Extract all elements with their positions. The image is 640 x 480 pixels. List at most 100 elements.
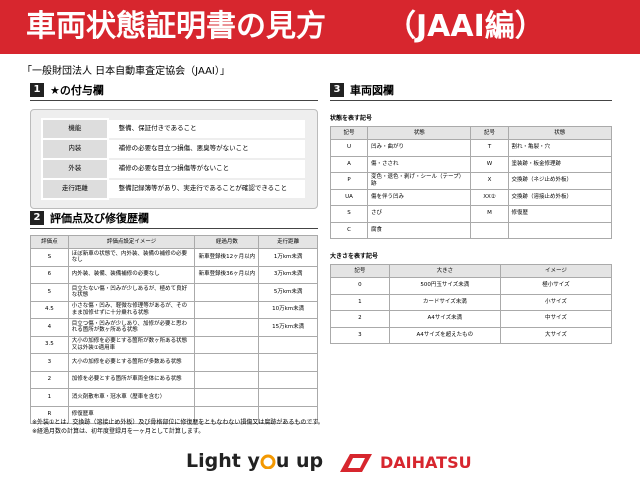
- cell: 500円玉サイズ未満: [388, 277, 501, 295]
- cell: 0: [330, 277, 390, 295]
- brand: DAIHATSU: [380, 453, 472, 472]
- cell: [507, 221, 613, 239]
- table-box: 機能 整備、保証付きであること 内装 補修の必要な目立つ損傷、悪臭等がないこと 外装 補修…: [30, 109, 318, 209]
- cell: 整備記録簿等があり、実走行であることが確認できること: [106, 178, 308, 200]
- cell: 大サイズ: [499, 326, 613, 344]
- section2: 2 評価点及び修復歴欄 評価点 評価点設定イメージ 経過月数 走行距離 S ほぼ新車の状態で…: [30, 210, 318, 424]
- note: ※経過月数の計算は、初年度登録月を一ヶ月として計算します。: [32, 428, 205, 435]
- column-header: 大きさ: [388, 264, 501, 278]
- column-header: 経過月数: [194, 235, 260, 249]
- title: 車両状態証明書の見方: [26, 9, 326, 44]
- column-header: 記号: [329, 126, 369, 140]
- column-header: 状態: [367, 126, 472, 140]
- cell: M: [470, 205, 509, 223]
- cell: 6: [30, 265, 69, 284]
- cell: [470, 221, 509, 239]
- row: R 修復歴車: [30, 405, 318, 424]
- cell: 塗装跡・板金修理跡: [507, 155, 613, 173]
- cell: 3: [330, 326, 390, 344]
- column-header: 記号: [470, 126, 509, 140]
- cell: 3万km未満: [258, 265, 318, 284]
- cell: R: [30, 405, 69, 424]
- cell: U: [329, 139, 369, 157]
- row: A 傷・さされ W 塗装跡・板金修理跡: [329, 155, 613, 173]
- cell: 2: [330, 310, 390, 328]
- cell: さび: [367, 205, 472, 223]
- cell: 1: [330, 293, 390, 311]
- row: 4.5 小さな傷・凹み、軽微な修理等があるが、そのまま加修せずに十分乗れる状態 10…: [30, 300, 318, 319]
- cell: A4サイズを超えたもの: [388, 326, 501, 344]
- row: S ほぼ新車の状態で、内外装、装備の補修の必要なし 新車登録後12ヶ月以内 1万km未…: [30, 248, 318, 267]
- row: 外装 補修の必要な目立つ損傷等がないこと: [41, 158, 308, 180]
- cell: S: [329, 205, 369, 223]
- cell: 内外装、装備、装備補修の必要なし: [67, 265, 196, 284]
- section1: 1 ★の付与欄 機能 整備、保証付きであること 内装 補修の必要な目立つ損傷、悪臭等がな…: [30, 82, 318, 209]
- cell: 割れ・亀裂・穴: [507, 139, 613, 157]
- header-row: 記号 大きさ イメージ: [330, 264, 613, 278]
- section-number: 1: [30, 83, 44, 97]
- row: UA 傷を伴う凹み XX② 交換跡（溶接止め外板）: [329, 188, 613, 206]
- column-header: 評価点: [30, 235, 69, 249]
- organization: 「一般財団法人 日本自動車査定協会（JAAI）」: [22, 66, 230, 77]
- cell: 1: [30, 388, 69, 407]
- cell: 2: [30, 370, 69, 389]
- cell: 加修を必要とする箇所が車両全体にある状態: [67, 370, 196, 389]
- notes: ※外装①とは、交換跡（溶接止め外板）及び骨格部位に修復歴をともなわない損傷又は腐…: [32, 418, 324, 436]
- row: 走行距離 整備記録簿等があり、実走行であることが確認できること: [41, 178, 308, 200]
- header-row: 評価点 評価点設定イメージ 経過月数 走行距離: [30, 235, 318, 249]
- row: 2 A4サイズ未満 中サイズ: [330, 310, 613, 328]
- column-header: イメージ: [499, 264, 613, 278]
- cell: 消火剤散布車・冠水車（歴車を含む）: [67, 388, 196, 407]
- table-box: 記号 状態 記号 状態 U 凹み・曲がり T 割れ・亀裂・穴 A 傷・さされ W 塗装跡・板金修理跡 P…: [329, 126, 613, 239]
- header-row: 記号 状態 記号 状態: [329, 126, 613, 140]
- cell: 走行距離: [41, 178, 109, 200]
- cell: 極小サイズ: [499, 277, 613, 295]
- cell: ほぼ新車の状態で、内外装、装備の補修の必要なし: [67, 248, 196, 267]
- cell: UA: [329, 188, 369, 206]
- row: 1 消火剤散布車・冠水車（歴車を含む）: [30, 388, 318, 407]
- table: 記号 大きさ イメージ 0 500円玉サイズ未満 極小サイズ 1 カードサイズ未満 小サイズ 2 A…: [330, 264, 613, 344]
- cell: 10万km未満: [258, 300, 318, 319]
- cell: [194, 318, 260, 337]
- section-title: 車両図欄: [350, 84, 394, 97]
- footer: Light y u up DAIHATSU: [0, 446, 640, 480]
- table-box: 記号 大きさ イメージ 0 500円玉サイズ未満 極小サイズ 1 カードサイズ未満 小サイズ 2 A…: [330, 264, 613, 344]
- cell: 交換跡（溶接止め外板）: [507, 188, 613, 206]
- cell: 大小の加修を必要とする箇所が多数ある状態: [67, 353, 196, 372]
- cell: 変色・退色・剥げ・シール（テープ）跡: [367, 172, 472, 190]
- cell: 5: [30, 283, 69, 302]
- cell: 内装: [41, 138, 109, 160]
- table: 評価点 評価点設定イメージ 経過月数 走行距離 S ほぼ新車の状態で、内外装、装備の補修の…: [30, 235, 318, 424]
- row: U 凹み・曲がり T 割れ・亀裂・穴: [329, 139, 613, 157]
- cell: 修復歴車: [67, 405, 196, 424]
- cell: 新車登録後12ヶ月以内: [194, 248, 260, 267]
- table: 機能 整備、保証付きであること 内装 補修の必要な目立つ損傷、悪臭等がないこと 外装 補修…: [41, 118, 308, 200]
- cell: 4: [30, 318, 69, 337]
- section3: 3 車両図欄 状態を表す記号 記号 状態 記号 状態 U 凹み・曲がり T 割れ・亀裂・穴 A 傷・…: [329, 82, 613, 344]
- column-header: 走行距離: [258, 235, 318, 249]
- row: 3.5 大小の加修を必要とする箇所が数ヶ所ある状態又は外装①適用車: [30, 335, 318, 354]
- cell: P: [329, 172, 369, 190]
- cell: [194, 353, 260, 372]
- slogan-end: u up: [275, 450, 324, 472]
- cell: 小さな傷・凹み、軽微な修理等があるが、そのまま加修せずに十分乗れる状態: [67, 300, 196, 319]
- caption: 大きさを表す記号: [330, 253, 379, 260]
- cell: 5万km未満: [258, 283, 318, 302]
- cell: 外装: [41, 158, 109, 180]
- cell: [258, 405, 318, 424]
- section-number: 3: [330, 83, 344, 97]
- caption: 状態を表す記号: [330, 115, 373, 122]
- cell: T: [470, 139, 509, 157]
- section-heading: 2 評価点及び修復歴欄: [30, 210, 318, 229]
- row: 6 内外装、装備、装備補修の必要なし 新車登録後36ヶ月以内 3万km未満: [30, 265, 318, 284]
- cell: 目立つ傷・凹みが少しあり、加修が必要と思われる箇所が数ヶ所ある状態: [67, 318, 196, 337]
- row: 2 加修を必要とする箇所が車両全体にある状態: [30, 370, 318, 389]
- cell: [258, 335, 318, 354]
- row: 1 カードサイズ未満 小サイズ: [330, 293, 613, 311]
- cell: [194, 388, 260, 407]
- row: 4 目立つ傷・凹みが少しあり、加修が必要と思われる箇所が数ヶ所ある状態 15万km未…: [30, 318, 318, 337]
- cell: [194, 335, 260, 354]
- cell: 小サイズ: [499, 293, 613, 311]
- cell: 大小の加修を必要とする箇所が数ヶ所ある状態又は外装①適用車: [67, 335, 196, 354]
